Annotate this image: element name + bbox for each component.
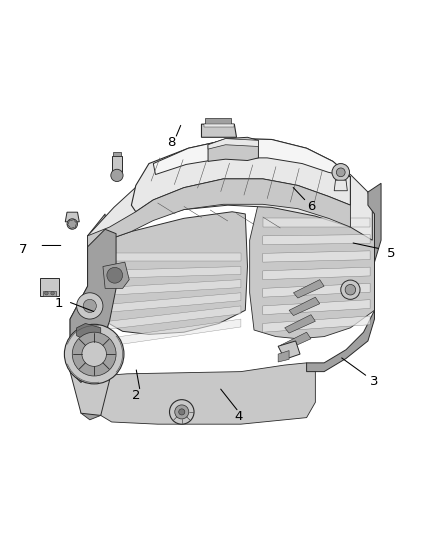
Circle shape [332,164,350,181]
Polygon shape [289,297,320,316]
Circle shape [64,324,124,384]
Polygon shape [263,235,370,245]
Circle shape [67,219,78,229]
Text: 6: 6 [307,199,315,213]
Polygon shape [263,300,370,314]
Polygon shape [90,253,241,261]
Polygon shape [307,183,381,372]
Polygon shape [90,293,241,314]
Circle shape [179,409,185,415]
Polygon shape [70,214,110,415]
Polygon shape [88,212,247,334]
Polygon shape [293,280,324,298]
Polygon shape [263,316,370,332]
Polygon shape [43,290,56,296]
Polygon shape [65,212,79,222]
Polygon shape [278,351,289,362]
Polygon shape [77,324,101,340]
Circle shape [77,293,103,319]
Polygon shape [103,262,129,288]
Text: 1: 1 [55,297,64,310]
Polygon shape [285,314,315,333]
Polygon shape [263,267,370,280]
Circle shape [72,332,116,376]
Polygon shape [280,332,311,351]
Polygon shape [208,138,258,161]
Text: 4: 4 [234,410,243,423]
Circle shape [345,285,356,295]
Polygon shape [40,278,59,296]
Circle shape [336,168,345,177]
Polygon shape [263,284,370,297]
Polygon shape [153,139,350,177]
Polygon shape [88,144,372,247]
Polygon shape [112,156,122,172]
Polygon shape [88,179,350,247]
Circle shape [170,400,194,424]
Text: 7: 7 [18,244,27,256]
Text: 3: 3 [370,375,379,387]
Circle shape [175,405,189,419]
Polygon shape [68,124,381,415]
Polygon shape [113,152,121,156]
Polygon shape [90,266,241,279]
Polygon shape [250,192,374,339]
Polygon shape [90,306,241,332]
Polygon shape [90,280,241,296]
Polygon shape [263,251,370,262]
Polygon shape [96,363,315,424]
Text: 5: 5 [386,247,395,260]
Polygon shape [81,376,101,420]
Circle shape [341,280,360,300]
Polygon shape [90,319,241,349]
Polygon shape [205,118,231,124]
Polygon shape [263,219,370,227]
Text: 2: 2 [131,389,140,402]
Circle shape [111,169,123,182]
Text: 8: 8 [166,136,175,149]
Polygon shape [278,341,300,359]
Polygon shape [208,139,258,149]
Circle shape [51,292,54,295]
Polygon shape [201,124,237,138]
Polygon shape [131,139,350,212]
Polygon shape [334,180,347,191]
Polygon shape [204,124,234,127]
Circle shape [83,300,96,312]
Circle shape [45,292,48,295]
Polygon shape [70,229,116,383]
Circle shape [107,268,123,283]
Circle shape [82,342,106,366]
